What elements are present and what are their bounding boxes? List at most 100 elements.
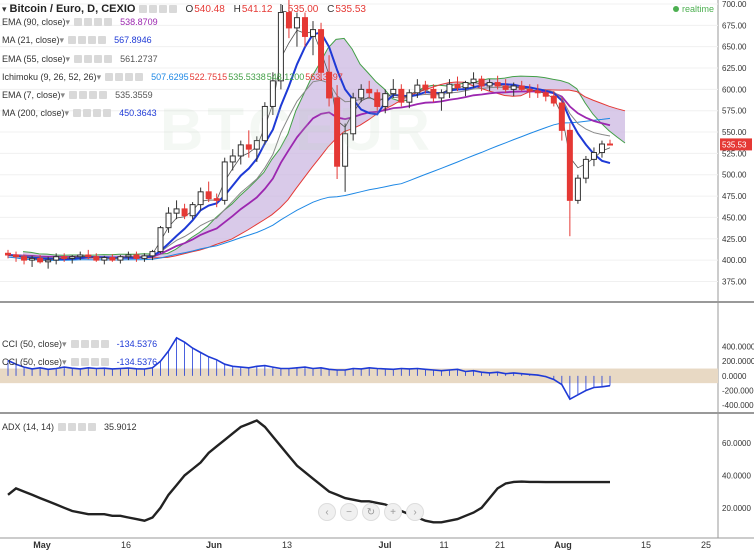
candle bbox=[189, 204, 196, 217]
indicator-row: MA (21, close) ▾ 567.8946 bbox=[2, 33, 152, 47]
candle bbox=[93, 256, 100, 261]
indicator-value: 450.3643 bbox=[119, 108, 157, 118]
candle bbox=[382, 93, 389, 107]
x-tick-label: 15 bbox=[641, 540, 651, 550]
chevron-right-icon[interactable]: › bbox=[406, 503, 424, 521]
plus-icon[interactable]: + bbox=[384, 503, 402, 521]
indicator-controls[interactable] bbox=[105, 73, 144, 81]
indicator-label: EMA (90, close) bbox=[2, 17, 66, 27]
indicator-value: 567.8946 bbox=[114, 35, 152, 45]
y-tick-label: 575.00 bbox=[722, 107, 747, 116]
candle bbox=[5, 252, 11, 256]
candle bbox=[13, 254, 20, 258]
y-tick-label: 700.00 bbox=[722, 0, 747, 9]
candle bbox=[334, 97, 341, 167]
candle bbox=[446, 83, 453, 94]
indicator-controls[interactable] bbox=[68, 36, 107, 44]
candle bbox=[494, 82, 501, 87]
candle bbox=[213, 198, 220, 201]
candle bbox=[414, 84, 421, 94]
y-tick-label: 500.00 bbox=[722, 171, 747, 180]
candle bbox=[149, 251, 156, 257]
indicator-value: 522.7515 bbox=[189, 72, 228, 82]
indicator-row: EMA (55, close) ▾ 561.2737 bbox=[2, 52, 158, 66]
candle bbox=[318, 29, 325, 73]
candle bbox=[61, 256, 68, 259]
candle bbox=[205, 191, 212, 200]
candle bbox=[574, 177, 581, 201]
candle bbox=[550, 95, 557, 104]
minus-icon[interactable]: − bbox=[340, 503, 358, 521]
candle bbox=[406, 92, 413, 103]
cci-tick-label: 400.0000 bbox=[722, 343, 754, 352]
indicator-label: EMA (7, close) bbox=[2, 90, 61, 100]
candle bbox=[85, 254, 92, 258]
candle bbox=[310, 29, 317, 37]
adx-label: ADX (14, 14) bbox=[2, 422, 55, 432]
y-tick-label: 625.00 bbox=[722, 64, 747, 73]
chevron-down-icon[interactable]: ▾ bbox=[64, 107, 70, 118]
candle bbox=[53, 256, 60, 261]
chevron-down-icon[interactable]: ▾ bbox=[62, 356, 67, 367]
candle bbox=[430, 88, 437, 99]
candle bbox=[542, 92, 549, 97]
chevron-down-icon[interactable]: ▾ bbox=[59, 34, 65, 45]
candle bbox=[277, 12, 284, 82]
candle bbox=[269, 80, 276, 107]
indicator-controls[interactable] bbox=[74, 55, 113, 63]
chevron-down-icon[interactable]: ▾ bbox=[65, 16, 71, 27]
indicator-controls[interactable] bbox=[69, 91, 108, 99]
y-tick-label: 425.00 bbox=[722, 235, 747, 244]
chevron-down-icon[interactable]: ▾ bbox=[60, 89, 66, 100]
chevron-left-icon[interactable]: ‹ bbox=[318, 503, 336, 521]
indicator-label: MA (200, close) bbox=[2, 108, 65, 118]
candle bbox=[566, 129, 573, 201]
chart-nav: ‹ − ↻ + › bbox=[318, 503, 424, 521]
cci-controls[interactable] bbox=[70, 358, 109, 366]
indicator-controls[interactable] bbox=[73, 109, 112, 117]
candle bbox=[390, 88, 397, 95]
candle bbox=[558, 102, 565, 131]
cci-tick-label: 200.0000 bbox=[722, 357, 754, 366]
candle bbox=[358, 88, 365, 99]
adx-controls[interactable] bbox=[58, 423, 97, 431]
y-tick-label: 400.00 bbox=[722, 256, 747, 265]
candle bbox=[141, 255, 148, 259]
indicator-controls[interactable] bbox=[74, 18, 113, 26]
candle bbox=[590, 152, 597, 160]
indicator-row: EMA (7, close) ▾ 535.3559 bbox=[2, 88, 153, 102]
indicator-row: Ichimoku (9, 26, 52, 26) ▾ 507.6295 522.75… bbox=[2, 70, 343, 84]
cci-value: -134.5376 bbox=[116, 339, 158, 349]
y-tick-label: 450.00 bbox=[722, 213, 747, 222]
ma-200-line bbox=[7, 117, 611, 262]
adx-line bbox=[7, 419, 610, 524]
chevron-down-icon[interactable]: ▾ bbox=[2, 3, 7, 14]
candle bbox=[398, 88, 405, 103]
last-price-label: 535.53 bbox=[722, 140, 747, 149]
indicator-value: 561.2737 bbox=[120, 54, 158, 64]
cci-controls[interactable] bbox=[70, 340, 109, 348]
chevron-down-icon[interactable]: ▾ bbox=[65, 53, 71, 64]
reset-icon[interactable]: ↻ bbox=[362, 503, 380, 521]
candle bbox=[133, 254, 140, 259]
cci-tick-label: 0.0000 bbox=[722, 372, 747, 381]
chevron-down-icon[interactable]: ▾ bbox=[62, 338, 67, 349]
status-dot-icon bbox=[673, 6, 679, 12]
candle bbox=[261, 105, 268, 142]
chevron-down-icon[interactable]: ▾ bbox=[96, 71, 102, 82]
candle bbox=[598, 143, 605, 154]
candle bbox=[45, 259, 52, 263]
candle bbox=[462, 82, 469, 89]
candle bbox=[253, 140, 260, 150]
ohlc-values: O540.48 H541.12 L535.00 C535.53 bbox=[185, 3, 366, 15]
realtime-status: realtime bbox=[673, 4, 714, 14]
x-tick-label: 16 bbox=[121, 540, 131, 550]
candle bbox=[101, 257, 108, 261]
candle bbox=[77, 254, 84, 258]
candle bbox=[165, 212, 172, 229]
candle bbox=[125, 254, 132, 258]
cci-label: CCI (50, close) bbox=[2, 339, 63, 349]
indicator-value: 507.6295 bbox=[151, 72, 189, 82]
symbol-controls[interactable] bbox=[139, 5, 178, 13]
